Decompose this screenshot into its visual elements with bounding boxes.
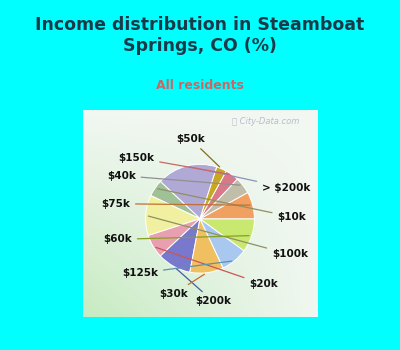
Wedge shape [160, 219, 200, 272]
Wedge shape [200, 193, 254, 219]
Text: $40k: $40k [107, 170, 240, 185]
Wedge shape [146, 196, 200, 236]
Wedge shape [200, 171, 237, 219]
Wedge shape [148, 219, 200, 256]
Text: $30k: $30k [159, 274, 204, 299]
Text: $150k: $150k [118, 153, 229, 174]
Text: All residents: All residents [156, 79, 244, 92]
Text: $200k: $200k [176, 268, 231, 306]
Text: Income distribution in Steamboat
Springs, CO (%): Income distribution in Steamboat Springs… [35, 16, 365, 55]
Wedge shape [160, 164, 217, 219]
Text: ⓘ City-Data.com: ⓘ City-Data.com [232, 118, 299, 126]
Text: $125k: $125k [122, 261, 232, 278]
Text: $50k: $50k [176, 134, 220, 167]
Wedge shape [200, 219, 244, 268]
Wedge shape [190, 219, 223, 273]
Text: $10k: $10k [158, 189, 306, 222]
Wedge shape [151, 182, 200, 219]
Wedge shape [200, 167, 226, 219]
Wedge shape [200, 219, 254, 251]
Text: > $200k: > $200k [189, 167, 310, 193]
Text: $75k: $75k [101, 199, 250, 209]
Text: $100k: $100k [148, 216, 308, 259]
Text: $60k: $60k [103, 234, 249, 244]
Text: $20k: $20k [156, 247, 278, 289]
Wedge shape [200, 179, 248, 219]
